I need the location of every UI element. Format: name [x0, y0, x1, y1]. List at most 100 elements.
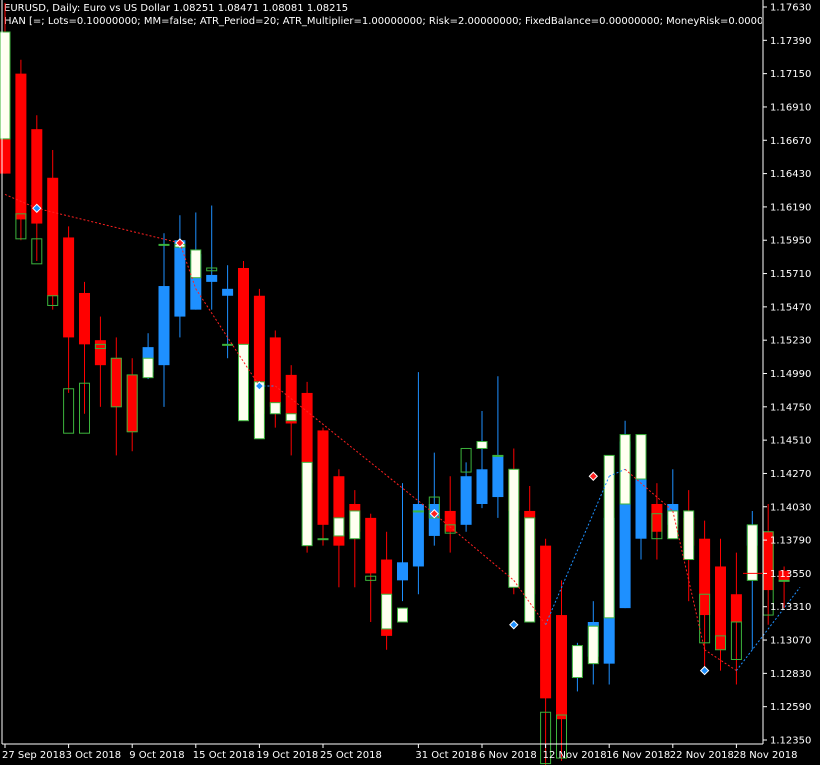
heikin-ashi-bear-body — [31, 238, 43, 265]
price-tick-label: 1.17390 — [770, 36, 811, 47]
candle-body — [222, 288, 234, 296]
candle-body — [301, 392, 313, 484]
price-tick-label: 1.17630 — [770, 3, 811, 14]
heikin-ashi-bear-body — [699, 593, 711, 644]
price-tick-label: 1.14990 — [770, 369, 811, 380]
heikin-ashi-bear-body — [63, 388, 75, 434]
candle-body — [174, 240, 186, 317]
candle-body — [635, 462, 647, 539]
candle-body — [15, 73, 27, 220]
candle-body — [365, 517, 377, 574]
heikin-ashi-bull-body — [778, 579, 790, 582]
heikin-ashi-bull-body — [333, 517, 345, 537]
heikin-ashi-bull-body — [349, 510, 361, 540]
candle-body — [333, 476, 345, 546]
stop-line-layer — [4, 193, 801, 676]
stop-line-segment — [4, 193, 38, 209]
heikin-ashi-bull-body — [269, 402, 281, 415]
heikin-ashi-bull-body — [492, 454, 504, 457]
stop-line-segment — [274, 385, 435, 515]
heikin-ashi-bear-body — [206, 267, 218, 272]
price-tick-label: 1.14270 — [770, 469, 811, 480]
price-tick-label: 1.15950 — [770, 236, 811, 247]
time-tick-label: 28 Nov 2018 — [733, 750, 797, 761]
candle-body — [619, 441, 631, 609]
candle-body — [317, 430, 329, 525]
candle-body — [778, 570, 790, 581]
stop-line-segment — [545, 476, 610, 625]
candle-body — [492, 455, 504, 498]
signal-marker-icon — [699, 665, 710, 676]
candle-body — [397, 562, 408, 581]
heikin-ashi-bull-body — [524, 517, 536, 623]
candle-body — [253, 295, 265, 414]
price-tick-label: 1.15230 — [770, 336, 811, 347]
candle-body — [412, 503, 424, 567]
time-tick-label: 15 Oct 2018 — [193, 750, 255, 761]
stop-line-segment — [433, 513, 515, 581]
price-tick-label: 1.13550 — [770, 569, 811, 580]
price-tick-label: 1.12590 — [770, 702, 811, 713]
candles-layer — [0, 2, 790, 765]
price-tick-label: 1.15710 — [770, 269, 811, 280]
heikin-ashi-bear-body — [110, 357, 122, 408]
price-tick-label: 1.13070 — [770, 636, 811, 647]
candle-body — [94, 340, 106, 366]
heikin-ashi-bull-body — [412, 510, 424, 513]
time-tick-label: 22 Nov 2018 — [670, 750, 734, 761]
candle-body — [206, 274, 218, 282]
heikin-ashi-bear-body — [79, 382, 90, 434]
candle-body — [269, 337, 281, 407]
candle-body — [460, 476, 472, 525]
price-tick-label: 1.14750 — [770, 402, 811, 413]
price-tick-label: 1.13310 — [770, 602, 811, 613]
heikin-ashi-bull-body — [508, 468, 520, 588]
price-tick-label: 1.14510 — [770, 436, 811, 447]
heikin-ashi-bull-body — [603, 454, 615, 619]
heikin-ashi-bull-body — [746, 524, 758, 581]
heikin-ashi-bear-body — [651, 513, 663, 540]
heikin-ashi-bear-body — [126, 374, 138, 433]
candle-body — [158, 286, 170, 366]
signal-marker-icon — [429, 509, 440, 519]
candle-body — [428, 503, 440, 536]
heikin-ashi-bull-body — [0, 31, 11, 140]
price-tick-label: 1.16670 — [770, 136, 811, 147]
time-tick-label: 6 Nov 2018 — [479, 750, 537, 761]
signal-marker-icon — [254, 381, 265, 391]
price-tick-label: 1.15470 — [770, 302, 811, 313]
candle-body — [476, 469, 488, 504]
indicator-parameters-line: HAN [=; Lots=0.10000000; MM=false; ATR_P… — [4, 16, 762, 27]
time-tick-label: 27 Sep 2018 — [2, 750, 65, 761]
price-tick-label: 1.16910 — [770, 102, 811, 113]
heikin-ashi-bull-body — [635, 434, 647, 480]
stop-line-segment — [736, 586, 801, 671]
heikin-ashi-bull-body — [238, 343, 249, 422]
price-tick-label: 1.17150 — [770, 69, 811, 80]
heikin-ashi-bull-body — [571, 645, 583, 679]
candle-body — [762, 531, 774, 591]
price-tick-label: 1.16190 — [770, 202, 811, 213]
price-tick-label: 1.16430 — [770, 169, 811, 180]
signal-marker-icon — [32, 203, 42, 214]
heikin-ashi-bull-body — [222, 343, 234, 346]
price-tick-label: 1.14030 — [770, 502, 811, 513]
candle-body — [715, 566, 726, 650]
heikin-ashi-bull-body — [317, 538, 329, 541]
time-tick-label: 9 Oct 2018 — [129, 750, 184, 761]
heikin-ashi-bull-body — [397, 607, 408, 623]
symbol-info-line: EURUSD, Daily: Euro vs US Dollar 1.08251… — [4, 3, 349, 14]
heikin-ashi-bear-body — [15, 213, 27, 240]
candle-body — [31, 129, 43, 224]
time-tick-label: 25 Oct 2018 — [320, 750, 382, 761]
candle-body — [190, 254, 202, 310]
heikin-ashi-bull-body — [301, 461, 313, 547]
candle-body — [79, 292, 90, 345]
heikin-ashi-bull-body — [476, 441, 488, 449]
candle-body — [540, 545, 552, 699]
time-tick-label: 19 Oct 2018 — [256, 750, 318, 761]
time-tick-label: 31 Oct 2018 — [415, 750, 477, 761]
heikin-ashi-bull-body — [587, 625, 599, 665]
